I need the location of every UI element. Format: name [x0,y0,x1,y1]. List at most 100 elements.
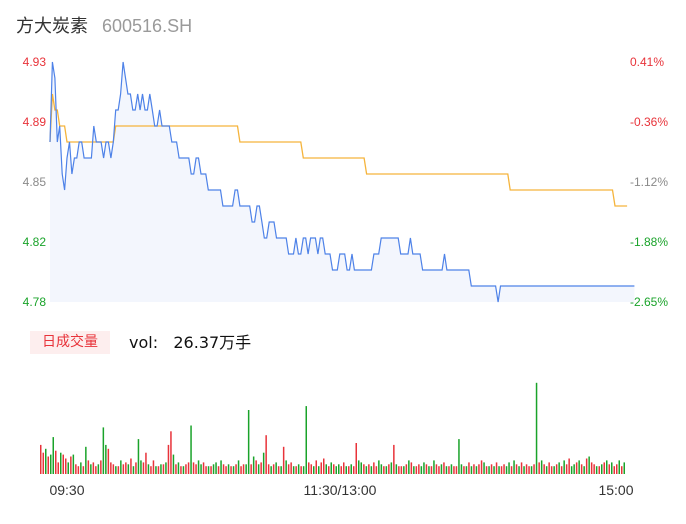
volume-bar [348,466,350,474]
volume-bar [595,466,598,474]
volume-bar [252,456,255,474]
volume-bar [550,466,553,474]
volume-bar [52,437,54,474]
y-tick-right: -1.12% [630,175,668,189]
volume-bar [180,466,182,474]
volume-bar [395,464,398,474]
volume-bar [185,464,187,474]
volume-bar [545,466,548,474]
volume-bar [618,460,620,474]
volume-bar [247,410,250,474]
volume-bar [470,466,473,474]
stock-name: 方大炭素 [16,16,88,37]
volume-bar [217,466,220,474]
volume-bar [212,464,215,474]
volume-bar [423,462,425,474]
vol-value: 26.37万手 [173,333,252,352]
volume-bar [388,464,390,474]
volume-bar [393,444,395,474]
vol-spacer [163,333,168,352]
volume-bar [368,464,370,474]
volume-bar [102,427,105,474]
volume-bar [523,466,525,474]
volume-bar [363,464,365,474]
volume-bar [343,462,345,474]
volume-bar [250,464,252,474]
volume-bar [328,466,330,474]
volume-bar [305,406,307,474]
header: 方大炭素 600516.SH [16,12,192,42]
volume-bar [295,466,297,474]
volume-bar [398,466,400,474]
volume-bar [60,452,62,474]
volume-bar [150,466,152,474]
volume-bar [330,462,332,474]
volume-bar [318,466,320,474]
volume-bar [580,464,583,474]
volume-bar [227,464,230,474]
volume-bar [72,454,75,474]
volume-bar [285,460,287,474]
daily-volume-tab[interactable]: 日成交量 [30,331,110,354]
volume-bar [192,462,195,474]
volume-bar [42,452,44,474]
volume-bar [425,464,428,474]
volume-bar [310,464,312,474]
volume-bar [167,444,170,474]
volume-bar [140,460,142,474]
volume-bar [575,462,578,474]
volume-bar [122,464,125,474]
volume-bar [515,464,518,474]
volume-bar [563,460,565,474]
volume-bar [570,466,573,474]
volume-bar [413,466,415,474]
volume-bar [277,466,280,474]
volume-bar [430,466,433,474]
volume-bar [418,464,420,474]
price-area [50,62,635,302]
volume-bar [287,464,290,474]
volume-bar [588,456,590,474]
volume-bar [70,456,72,474]
volume-bar [613,466,615,474]
volume-bar [260,462,262,474]
volume-bar [275,462,277,474]
volume-bar [67,462,69,474]
volume-bar [553,466,555,474]
x-axis: 09:30 11:30/13:00 15:00 [49,482,633,498]
volume-bar [182,466,185,474]
volume-bar [207,466,210,474]
price-area-fill [50,62,635,302]
volume-bar [360,462,362,474]
price-line [49,61,635,303]
volume-bar [190,425,192,474]
volume-bar [460,464,463,474]
volume-bar [215,462,217,474]
volume-bar [147,464,150,474]
volume-bar [540,460,543,474]
volume-bar [448,466,450,474]
volume-bars [40,382,625,474]
volume-bar [623,462,625,474]
volume-bar [528,466,530,474]
volume-bar [130,458,132,474]
volume-bar [105,444,107,474]
volume-bar [300,466,302,474]
volume-bar [475,466,478,474]
volume-bar [325,464,327,474]
volume-bar [125,462,127,474]
vol-label: vol: [129,333,159,352]
volume-bar [313,466,315,474]
volume-bar [323,458,325,474]
volume-bar [383,466,385,474]
volume-bar [518,466,520,474]
volume-bar [498,466,500,474]
volume-bar [302,466,305,474]
stock-code: 600516.SH [102,16,193,36]
x-tick-label: 15:00 [598,482,633,498]
volume-bar [160,464,162,474]
volume-bar [245,464,247,474]
volume-bar [505,466,508,474]
volume-bar [463,466,465,474]
volume-bar [145,452,147,474]
